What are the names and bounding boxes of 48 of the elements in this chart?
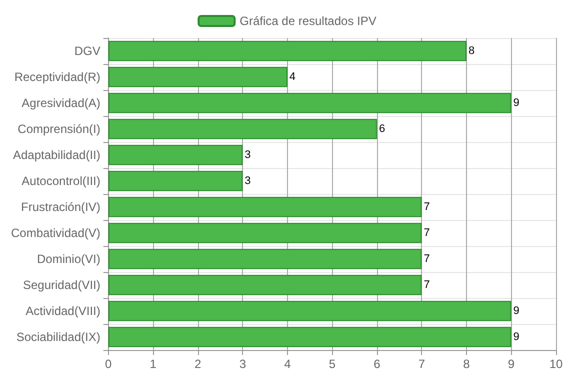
bar: [108, 92, 512, 114]
y-tick-label: Comprensión(I): [18, 122, 100, 136]
bar: [108, 170, 243, 192]
data-label: 3: [244, 149, 251, 161]
legend-label: Gráfica de resultados IPV: [240, 14, 376, 28]
bar: [108, 326, 512, 348]
data-label: 7: [424, 227, 430, 239]
data-label: 9: [513, 331, 520, 343]
x-tick-label: 7: [418, 357, 426, 371]
x-tick-label: 10: [549, 357, 563, 371]
data-label: 7: [424, 201, 430, 213]
bar: [108, 274, 422, 296]
data-label: 8: [468, 45, 475, 57]
y-tick-label: Agresividad(A): [22, 96, 100, 110]
y-tick-label: Autocontrol(III): [22, 174, 100, 188]
bar: [108, 196, 422, 218]
y-tick-label: Actividad(VIII): [26, 304, 100, 318]
data-label: 7: [424, 279, 430, 291]
x-tick-label: 0: [105, 357, 112, 371]
data-label: 4: [289, 71, 296, 83]
y-tick-label: Combatividad(V): [10, 226, 100, 240]
bar: [108, 248, 422, 270]
x-tick-label: 1: [150, 357, 157, 371]
data-label: 6: [378, 123, 386, 135]
x-tick-label: 3: [239, 357, 246, 371]
y-tick-label: Seguridad(VII): [22, 278, 100, 292]
bar: [108, 300, 512, 322]
y-tick-label: Adaptabilidad(II): [12, 148, 100, 162]
data-label: 9: [513, 305, 520, 317]
bar: [108, 40, 466, 62]
bar: [108, 118, 377, 140]
x-tick-label: 4: [284, 357, 292, 371]
x-tick-label: 8: [463, 357, 470, 371]
bar: [108, 66, 288, 88]
y-tick-label: Sociabilidad(IX): [16, 330, 100, 344]
data-label: 7: [424, 253, 430, 265]
x-tick-label: 6: [374, 357, 381, 371]
y-tick-label: Receptividad(R): [14, 70, 100, 84]
x-tick-label: 9: [508, 357, 515, 371]
data-label: 3: [244, 175, 251, 187]
y-tick-label: DGV: [74, 44, 100, 58]
y-tick-label: Dominio(VI): [37, 252, 100, 266]
bar: [108, 222, 422, 244]
bar: [108, 144, 243, 166]
data-label: 9: [513, 97, 520, 109]
x-tick-label: 5: [328, 357, 336, 371]
y-tick-label: Frustración(IV): [21, 200, 100, 214]
x-tick-label: 2: [194, 357, 202, 371]
